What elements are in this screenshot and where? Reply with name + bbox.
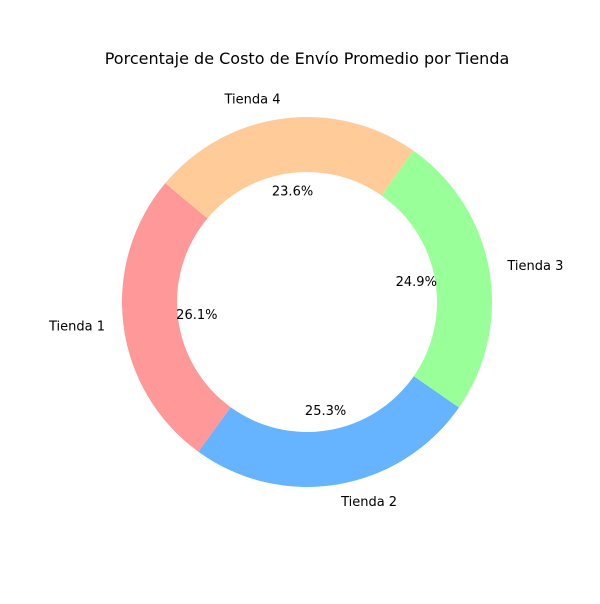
- slice-percent-1: 26.1%: [176, 308, 217, 323]
- slice-label-2: Tienda 2: [340, 495, 397, 510]
- slice-4: [165, 116, 414, 219]
- chart-title: Porcentaje de Costo de Envío Promedio po…: [105, 49, 510, 68]
- slice-3: [381, 150, 492, 408]
- slice-percent-2: 25.3%: [305, 404, 346, 419]
- slice-label-1: Tienda 1: [48, 319, 105, 334]
- slice-label-4: Tienda 4: [224, 93, 281, 108]
- slice-2: [198, 376, 459, 487]
- slice-group: [121, 116, 492, 487]
- slice-1: [121, 183, 231, 452]
- slice-percent-3: 24.9%: [396, 275, 437, 290]
- label-group: Tienda 1 26.1% Tienda 2 25.3% Tienda 3 24.9% T…: [48, 93, 563, 510]
- slice-percent-4: 23.6%: [272, 184, 313, 199]
- slice-label-3: Tienda 3: [506, 259, 563, 274]
